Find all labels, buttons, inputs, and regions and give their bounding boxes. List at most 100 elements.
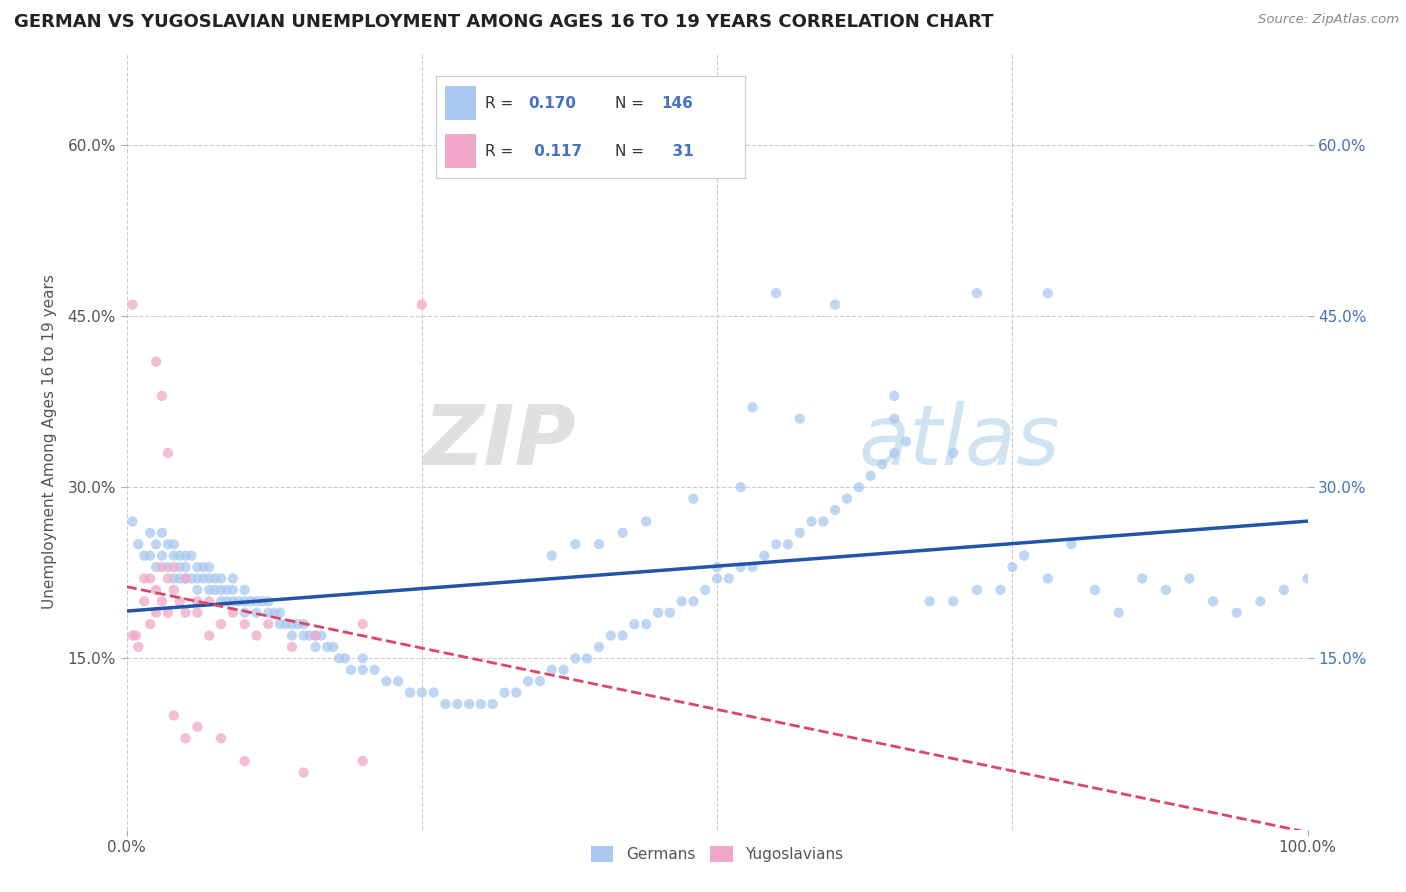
Point xyxy=(263,606,285,620)
Point xyxy=(564,651,586,665)
Point xyxy=(145,582,167,597)
Point xyxy=(824,297,846,311)
Point xyxy=(813,515,835,529)
Point xyxy=(612,628,634,642)
Point xyxy=(352,617,374,632)
Point xyxy=(186,560,208,574)
Point xyxy=(233,582,256,597)
Point xyxy=(1108,606,1130,620)
Point xyxy=(322,640,344,654)
Point xyxy=(222,582,245,597)
Point xyxy=(682,594,704,608)
Point xyxy=(169,572,191,586)
Point xyxy=(588,640,610,654)
Point xyxy=(529,674,551,689)
Point xyxy=(174,572,197,586)
Point xyxy=(121,297,143,311)
Text: atlas: atlas xyxy=(859,401,1060,482)
Point xyxy=(647,606,669,620)
Point xyxy=(494,685,516,699)
Point xyxy=(163,560,186,574)
Point xyxy=(186,720,208,734)
Point xyxy=(281,640,304,654)
Point xyxy=(540,549,562,563)
Point xyxy=(872,458,894,472)
Point xyxy=(215,582,238,597)
Point xyxy=(174,606,197,620)
Point xyxy=(233,606,256,620)
Point xyxy=(682,491,704,506)
Point xyxy=(257,617,280,632)
Point xyxy=(150,525,173,540)
Point xyxy=(121,515,143,529)
Point xyxy=(222,572,245,586)
Point xyxy=(517,674,540,689)
Point xyxy=(292,628,315,642)
Point xyxy=(245,606,267,620)
Point xyxy=(333,651,356,665)
Point xyxy=(292,765,315,780)
Point xyxy=(245,594,267,608)
Point xyxy=(180,572,202,586)
Point xyxy=(446,697,468,711)
Point xyxy=(193,560,215,574)
Point xyxy=(434,697,457,711)
Point xyxy=(174,560,197,574)
Point xyxy=(717,572,740,586)
Point xyxy=(340,663,363,677)
Text: R =: R = xyxy=(485,95,519,111)
Point xyxy=(233,617,256,632)
Point xyxy=(198,582,221,597)
Point xyxy=(228,594,250,608)
Point xyxy=(233,754,256,768)
Point xyxy=(966,286,988,301)
Point xyxy=(204,582,226,597)
Point xyxy=(156,572,179,586)
Point xyxy=(352,754,374,768)
Point xyxy=(156,537,179,551)
Point xyxy=(1272,582,1295,597)
Point xyxy=(186,572,208,586)
Text: 0.170: 0.170 xyxy=(529,95,576,111)
Point xyxy=(269,617,291,632)
Point xyxy=(292,617,315,632)
Point xyxy=(134,572,156,586)
Point xyxy=(352,651,374,665)
Point xyxy=(706,572,728,586)
Point xyxy=(222,606,245,620)
Point xyxy=(588,537,610,551)
Point xyxy=(150,594,173,608)
Point xyxy=(163,549,186,563)
Point xyxy=(134,549,156,563)
Point xyxy=(1226,606,1249,620)
Point xyxy=(481,697,503,711)
Point xyxy=(1178,572,1201,586)
Text: N =: N = xyxy=(616,144,650,159)
Point xyxy=(186,582,208,597)
Point xyxy=(375,674,398,689)
Point xyxy=(274,617,297,632)
Point xyxy=(776,537,799,551)
Point xyxy=(145,354,167,368)
Point xyxy=(209,572,232,586)
Point xyxy=(163,537,186,551)
Point xyxy=(269,606,291,620)
Point xyxy=(990,582,1012,597)
Point xyxy=(671,594,693,608)
Point xyxy=(169,594,191,608)
Point xyxy=(209,617,232,632)
Point xyxy=(257,594,280,608)
Point xyxy=(859,468,882,483)
Point xyxy=(741,560,763,574)
Point xyxy=(174,549,197,563)
Point xyxy=(257,606,280,620)
Point xyxy=(789,525,811,540)
Point xyxy=(209,582,232,597)
Point xyxy=(1060,537,1083,551)
Point xyxy=(156,560,179,574)
Text: GERMAN VS YUGOSLAVIAN UNEMPLOYMENT AMONG AGES 16 TO 19 YEARS CORRELATION CHART: GERMAN VS YUGOSLAVIAN UNEMPLOYMENT AMONG… xyxy=(14,13,994,31)
Point xyxy=(1296,572,1319,586)
Point xyxy=(623,617,645,632)
Point xyxy=(918,594,941,608)
Point xyxy=(163,582,186,597)
